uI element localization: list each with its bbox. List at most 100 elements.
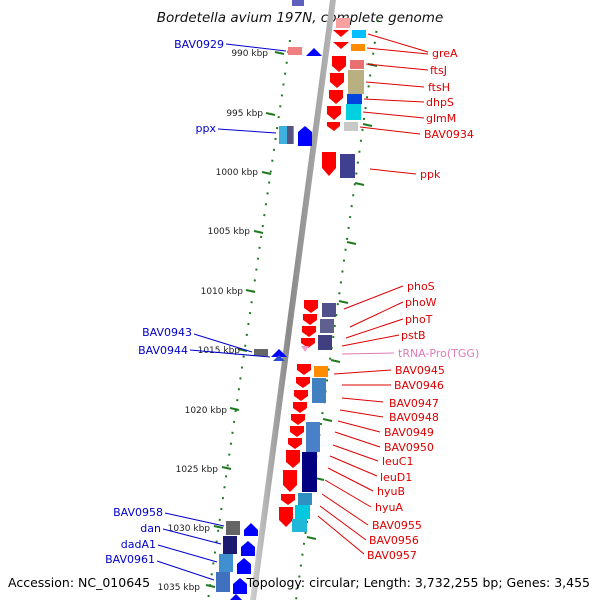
gene-label: BAV0956 [369, 534, 419, 547]
scale-tick [245, 289, 256, 293]
leader-line [319, 505, 367, 541]
scale-ticks: 990 kbp 995 kbp 1000 kbp 1005 kbp 1010 k… [158, 49, 285, 593]
reverse-label-leaders [317, 33, 429, 555]
leader-line [321, 493, 369, 526]
topology-text: Topology: circular; Length: 3,732,255 bp… [246, 575, 590, 590]
gene-grea-arrow [333, 30, 349, 37]
scale-tick-label: 1015 kbp [198, 346, 241, 356]
leader-line [189, 349, 271, 358]
gene-label: BAV0955 [372, 519, 422, 532]
gene-leud1-arrow [286, 450, 300, 468]
scale-tick-label: 995 kbp [226, 109, 263, 119]
gene-label: glmM [426, 112, 456, 125]
leader-line [341, 397, 384, 403]
gene-bav0948-arrow [293, 402, 307, 413]
map-title: Bordetella avium 197N, complete genome [156, 10, 444, 26]
scale-tick [265, 112, 276, 116]
forward-label-leaders [156, 43, 287, 581]
gene-label: ftsH [428, 81, 450, 94]
scale-tick [274, 51, 285, 55]
gene-bav0934-block2 [344, 122, 358, 131]
gene-label: BAV0947 [389, 397, 439, 410]
gene-pho-block3 [318, 335, 332, 350]
scale-tick [213, 525, 224, 529]
gene-pho-block [322, 303, 336, 317]
gene-bav0929-arrow [306, 48, 322, 56]
gene-dada1-arrow [237, 558, 251, 574]
scale-tick-label: 1005 kbp [208, 227, 251, 237]
gene-label: dan [140, 522, 161, 535]
gene-label: BAV0949 [384, 426, 434, 439]
gene-label: BAV0948 [389, 411, 439, 424]
genome-backbone [250, 0, 336, 600]
gene-label: ppk [420, 168, 441, 181]
gene-bav0943-arrow [271, 349, 287, 357]
scale-tick-label: 1000 kbp [216, 168, 259, 178]
leader-line [363, 98, 425, 103]
leader-line [349, 301, 404, 328]
gene-block [336, 18, 350, 28]
gene-bav0950-arrow [290, 426, 304, 437]
gene-bav0929-block [288, 47, 302, 55]
gene-ppx-arrow [298, 126, 312, 146]
track-tick [346, 241, 357, 245]
leader-line [333, 369, 392, 375]
gene-ftsh-block [350, 60, 364, 69]
scale-tick-label: 1010 kbp [201, 287, 244, 297]
leader-line [369, 168, 417, 175]
leader-line [359, 126, 421, 135]
track-tick [330, 359, 341, 363]
gene-label: phoS [407, 280, 435, 293]
gene-dan-arrow [241, 541, 255, 556]
gene-bav0955-block [295, 505, 310, 519]
gene-label: BAV0957 [367, 549, 417, 562]
reverse-labels: greA ftsJ ftsH dhpS glmM BAV0934 ppk pho… [367, 47, 479, 562]
gene-label: BAV0945 [395, 364, 445, 377]
leader-line [327, 467, 374, 492]
gene-dhps-arrow [330, 73, 344, 88]
leader-line [164, 512, 225, 527]
gene-trna-pro-arrow [301, 346, 309, 352]
track-tick [362, 123, 373, 127]
gene-ppk-arrow [322, 152, 336, 176]
scale-tick-label: 990 kbp [231, 49, 268, 59]
gene-pho-block2 [320, 319, 334, 333]
gene-ppk-block [340, 154, 355, 178]
scale-tick [261, 171, 272, 175]
gene-label: BAV0961 [105, 553, 155, 566]
gene-grea-block [352, 30, 366, 38]
gene-hyua-block [298, 493, 312, 505]
gene-ftsh-arrow [332, 56, 346, 72]
scale-tick [221, 466, 232, 470]
leader-line [157, 544, 218, 563]
gene-glmm-block [347, 94, 362, 104]
gene-bav0934-arrow [327, 106, 341, 120]
gene-dhps-block [348, 70, 364, 94]
gene-pstb-arrow [301, 338, 315, 348]
scale-tick [205, 584, 216, 588]
gene-label: dadA1 [121, 538, 156, 551]
scale-tick-label: 1035 kbp [158, 583, 201, 593]
leader-line [339, 409, 384, 418]
leader-line [225, 43, 287, 52]
gene-hyub-arrow [283, 470, 297, 492]
gene-label: BAV0946 [394, 379, 444, 392]
scale-tick-label: 1025 kbp [176, 465, 219, 475]
gene-bav0961-block [216, 572, 230, 592]
gene-ftsj-block [351, 44, 365, 51]
gene-label: ppx [196, 122, 217, 135]
gene-bav0956-block [292, 519, 307, 532]
scale-tick-label: 1020 kbp [185, 406, 228, 416]
gene-hyua-arrow [281, 494, 295, 505]
leader-line [365, 81, 425, 88]
leader-line [337, 420, 381, 433]
gene-bav0949-arrow [291, 414, 305, 425]
gene-bav0946-block [312, 378, 326, 403]
leader-line [217, 128, 277, 134]
gene-label: hyuB [377, 485, 405, 498]
gene-label: BAV0944 [138, 344, 188, 357]
leader-line [156, 560, 215, 581]
gene-label: BAV0934 [424, 128, 474, 141]
gene-label: greA [432, 47, 458, 60]
